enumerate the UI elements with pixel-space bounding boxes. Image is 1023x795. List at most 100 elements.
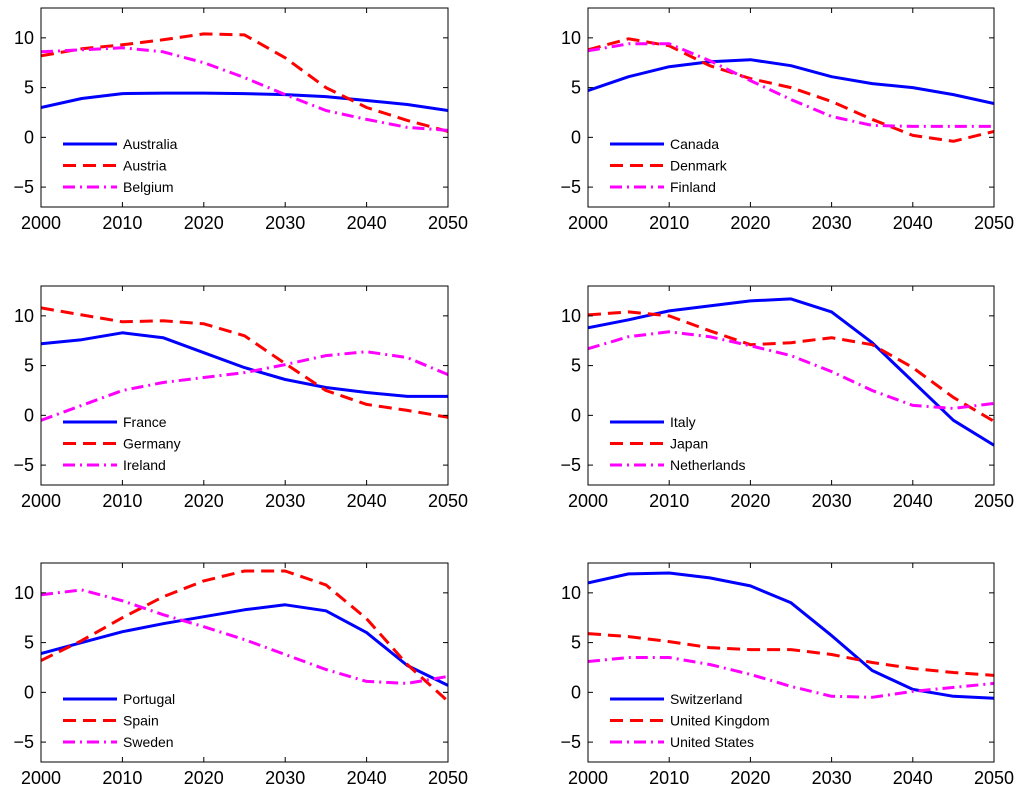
- legend-label-canada: Canada: [670, 136, 719, 152]
- legend: France Germany Ireland: [63, 414, 181, 473]
- x-tick-label: 2030: [265, 491, 305, 511]
- legend-label-germany: Germany: [123, 436, 181, 452]
- y-tick-label: 10: [14, 306, 34, 326]
- legend: Canada Denmark Finland: [610, 136, 728, 195]
- chart-panel-5: 2000 2010 2020 2030 2040 2050 −5 0 5 10 Portugal Sp…: [13, 562, 468, 788]
- plot-frame: [40, 7, 449, 208]
- y-tick-label: 10: [561, 583, 581, 603]
- x-tick-label: 2040: [347, 213, 387, 233]
- legend-label-portugal: Portugal: [123, 691, 175, 707]
- x-tick-label: 2010: [649, 768, 689, 788]
- y-tick-label: 0: [571, 682, 581, 702]
- legend-label-united-kingdom: United Kingdom: [670, 713, 770, 729]
- x-tick-label: 2010: [102, 768, 142, 788]
- x-tick-label: 2030: [265, 768, 305, 788]
- legend-label-spain: Spain: [123, 713, 159, 729]
- legend-label-sweden: Sweden: [123, 734, 174, 750]
- legend: Switzerland United Kingdom United States: [610, 691, 770, 750]
- series-line-ireland: [41, 350, 448, 422]
- x-tick-label: 2020: [184, 768, 224, 788]
- y-tick-label: 5: [571, 356, 581, 376]
- x-tick-label: 2050: [974, 768, 1014, 788]
- series-line-spain: [41, 569, 448, 703]
- legend-label-switzerland: Switzerland: [670, 691, 742, 707]
- x-tick-label: 2050: [428, 213, 468, 233]
- x-tick-label: 2040: [893, 213, 933, 233]
- legend: Australia Austria Belgium: [63, 136, 178, 195]
- chart-panel-3: 2000 2010 2020 2030 2040 2050 −5 0 5 10 France Germ…: [13, 285, 468, 511]
- y-tick-label: 5: [571, 633, 581, 653]
- x-tick-label: 2030: [812, 213, 852, 233]
- plot-frame: [40, 285, 449, 486]
- y-tick-label: 0: [24, 127, 34, 147]
- y-tick-label: −5: [13, 455, 34, 475]
- chart-panel-4: 2000 2010 2020 2030 2040 2050 −5 0 5 10 Italy Japan…: [560, 285, 1014, 511]
- y-tick-label: 5: [24, 78, 34, 98]
- x-tick-label: 2000: [21, 213, 61, 233]
- legend-label-netherlands: Netherlands: [670, 457, 746, 473]
- series-line-germany: [41, 306, 448, 419]
- x-tick-label: 2040: [893, 491, 933, 511]
- x-tick-label: 2020: [184, 213, 224, 233]
- plot-frame: [587, 562, 995, 763]
- series-line-belgium: [41, 46, 448, 132]
- x-tick-label: 2050: [428, 491, 468, 511]
- legend: Italy Japan Netherlands: [610, 414, 746, 473]
- x-tick-label: 2020: [730, 213, 770, 233]
- legend-label-finland: Finland: [670, 179, 716, 195]
- y-tick-label: 10: [561, 306, 581, 326]
- x-tick-label: 2010: [102, 491, 142, 511]
- y-tick-label: 0: [24, 405, 34, 425]
- x-tick-label: 2030: [812, 768, 852, 788]
- legend-label-belgium: Belgium: [123, 179, 174, 195]
- y-tick-label: −5: [560, 455, 581, 475]
- chart-panel-2: 2000 2010 2020 2030 2040 2050 −5 0 5 10 Canada Denm…: [560, 7, 1014, 233]
- plot-frame: [587, 7, 995, 208]
- series-line-portugal: [41, 603, 448, 687]
- x-tick-label: 2020: [184, 491, 224, 511]
- legend-label-japan: Japan: [670, 436, 708, 452]
- y-tick-label: 5: [24, 633, 34, 653]
- y-tick-label: −5: [13, 732, 34, 752]
- series-line-australia: [41, 91, 448, 112]
- x-tick-label: 2030: [812, 491, 852, 511]
- series-line-canada: [588, 58, 994, 105]
- x-tick-label: 2000: [568, 491, 608, 511]
- y-tick-label: 10: [561, 28, 581, 48]
- y-tick-label: 0: [571, 127, 581, 147]
- x-tick-label: 2050: [974, 213, 1014, 233]
- x-tick-label: 2020: [730, 768, 770, 788]
- x-tick-label: 2040: [347, 768, 387, 788]
- series-line-united-states: [588, 656, 994, 699]
- y-tick-label: 5: [24, 356, 34, 376]
- x-tick-label: 2000: [568, 213, 608, 233]
- series-line-united-kingdom: [588, 632, 994, 677]
- y-tick-label: 10: [14, 583, 34, 603]
- y-tick-label: 5: [571, 78, 581, 98]
- x-tick-label: 2010: [649, 213, 689, 233]
- plot-frame: [587, 285, 995, 486]
- x-tick-label: 2000: [21, 768, 61, 788]
- legend-label-france: France: [123, 414, 167, 430]
- legend: Portugal Spain Sweden: [63, 691, 175, 750]
- series-line-denmark: [588, 37, 994, 143]
- x-tick-label: 2000: [21, 491, 61, 511]
- x-tick-label: 2010: [102, 213, 142, 233]
- legend-label-italy: Italy: [670, 414, 696, 430]
- y-tick-label: 0: [24, 682, 34, 702]
- x-tick-label: 2050: [428, 768, 468, 788]
- plot-frame: [40, 562, 449, 763]
- legend-label-united-states: United States: [670, 734, 754, 750]
- x-tick-label: 2040: [347, 491, 387, 511]
- y-tick-label: −5: [13, 177, 34, 197]
- series-line-finland: [588, 42, 994, 128]
- chart-panel-6: 2000 2010 2020 2030 2040 2050 −5 0 5 10 Switzerlan…: [560, 562, 1014, 788]
- x-tick-label: 2000: [568, 768, 608, 788]
- y-tick-label: 0: [571, 405, 581, 425]
- series-line-sweden: [41, 588, 448, 685]
- chart-panel-1: 2000 2010 2020 2030 2040 2050−50510AustraliaA…: [13, 7, 468, 233]
- x-tick-label: 2010: [649, 491, 689, 511]
- x-tick-label: 2050: [974, 491, 1014, 511]
- series-line-austria: [41, 32, 448, 133]
